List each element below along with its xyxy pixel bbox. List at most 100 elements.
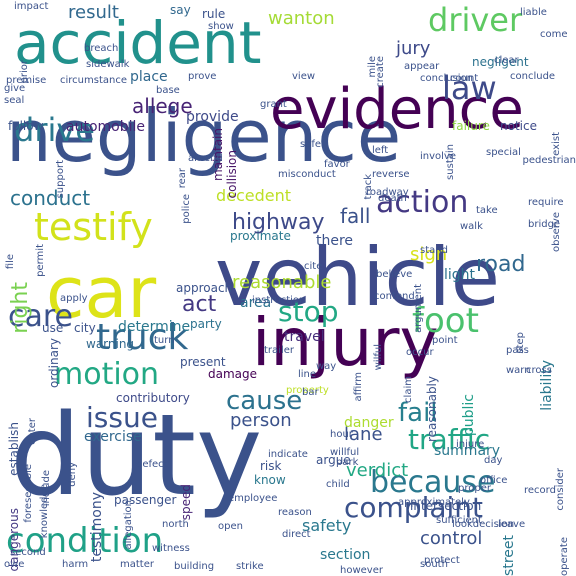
cloud-word: require — [528, 197, 564, 208]
cloud-word: testify — [34, 205, 153, 249]
cloud-word: section — [320, 547, 371, 563]
cloud-word: jury — [396, 38, 431, 59]
cloud-word: know — [254, 473, 286, 487]
cloud-word: direct — [282, 529, 311, 540]
cloud-word: cause — [226, 386, 303, 416]
cloud-word: foreseeable — [23, 464, 34, 523]
cloud-word: consider — [555, 468, 566, 511]
cloud-word: way — [316, 361, 337, 372]
cloud-word: view — [292, 71, 316, 82]
cloud-word: fail — [398, 398, 438, 428]
cloud-word: office — [480, 475, 508, 486]
cloud-word: sustain — [445, 144, 456, 180]
cloud-word: claim — [403, 376, 414, 403]
cloud-word: summary — [434, 443, 501, 459]
cloud-word: truck — [96, 317, 189, 358]
cloud-word: breach — [84, 43, 119, 54]
cloud-word: act — [182, 292, 217, 317]
cloud-word: control — [420, 528, 483, 549]
cloud-word: warn — [506, 365, 531, 376]
cloud-word: involve — [420, 151, 457, 162]
cloud-word: damage — [208, 367, 258, 381]
cloud-word: take — [476, 205, 498, 216]
cloud-word: motion — [54, 357, 160, 392]
cloud-word: exist — [551, 132, 562, 156]
cloud-word: left — [372, 145, 389, 156]
cloud-word: defect — [136, 459, 168, 470]
cloud-word: area — [240, 295, 272, 311]
cloud-word: conclusion — [420, 73, 474, 84]
cloud-word: use — [42, 321, 64, 335]
cloud-word: liable — [520, 7, 547, 18]
cloud-word: approach — [176, 281, 233, 295]
cloud-word: sign — [410, 244, 448, 265]
cloud-word: there — [316, 233, 354, 249]
cloud-word: verdict — [346, 460, 409, 481]
cloud-word: evidence — [270, 77, 524, 142]
cloud-word: right — [8, 282, 33, 334]
cloud-word: driver — [428, 1, 523, 39]
cloud-word: rule — [202, 7, 226, 21]
cloud-word: special — [486, 147, 521, 158]
cloud-word: employee — [228, 493, 278, 504]
cloud-word: issue — [86, 401, 158, 434]
cloud-word: favor — [324, 159, 350, 170]
cloud-word: willful — [330, 447, 360, 458]
cloud-word: drive — [14, 111, 95, 149]
cloud-word: north — [162, 519, 189, 530]
cloud-word: child — [326, 479, 350, 490]
cloud-word: traffic — [408, 423, 491, 456]
cloud-word: care — [8, 299, 74, 334]
cloud-word: day — [484, 455, 503, 466]
cloud-word: point — [432, 335, 458, 346]
cloud-word: reason — [278, 507, 312, 518]
cloud-word: owe — [4, 559, 25, 570]
cloud-word: stand — [420, 245, 448, 256]
cloud-word: light — [444, 267, 476, 283]
cloud-word: bar — [302, 387, 319, 398]
cloud-word: establish — [7, 422, 21, 476]
cloud-word: reasonably — [425, 376, 439, 443]
cloud-word: enter — [27, 418, 38, 445]
cloud-word: complaint — [344, 491, 484, 524]
cloud-word: base — [156, 85, 180, 96]
cloud-word: pass — [506, 345, 529, 356]
cloud-word: testimony — [89, 492, 105, 563]
cloud-word: believe — [376, 269, 413, 280]
cloud-word: trailer — [264, 345, 294, 356]
cloud-word: reasonable — [232, 272, 332, 293]
cloud-word: follow — [8, 119, 44, 133]
cloud-word: say — [170, 3, 191, 17]
cloud-word: proximate — [230, 229, 291, 243]
cloud-word: occur — [406, 347, 434, 358]
cloud-word: line — [298, 369, 317, 380]
cloud-word: strike — [236, 561, 264, 572]
cloud-word: apply — [60, 293, 88, 304]
cloud-word: matter — [120, 559, 154, 570]
cloud-word: action — [376, 185, 469, 220]
cloud-word: seal — [4, 95, 25, 106]
cloud-word: affirm — [353, 372, 364, 402]
cloud-word: amend — [188, 153, 223, 164]
cloud-word: police — [181, 194, 192, 224]
cloud-word: intersection — [410, 499, 482, 513]
cloud-word: conduct — [10, 186, 91, 210]
cloud-word: contributory — [116, 391, 190, 405]
cloud-word: building — [174, 561, 215, 572]
cloud-word: property — [286, 385, 329, 396]
cloud-word: wilful — [373, 344, 384, 371]
cloud-word: lane — [344, 424, 383, 445]
cloud-word: passenger — [114, 493, 177, 507]
cloud-word: warning — [86, 337, 135, 351]
cloud-word: prior — [19, 60, 30, 84]
cloud-word: street — [501, 535, 517, 576]
cloud-word: however — [340, 565, 383, 576]
cloud-word: observe — [551, 212, 562, 253]
cloud-word: result — [68, 2, 119, 23]
cloud-word: determine — [118, 319, 191, 335]
cloud-word: collision — [225, 150, 239, 199]
cloud-word: law — [442, 69, 497, 107]
cloud-word: provide — [186, 109, 239, 125]
cloud-word: come — [540, 29, 568, 40]
cloud-word: circumstance — [60, 75, 127, 86]
